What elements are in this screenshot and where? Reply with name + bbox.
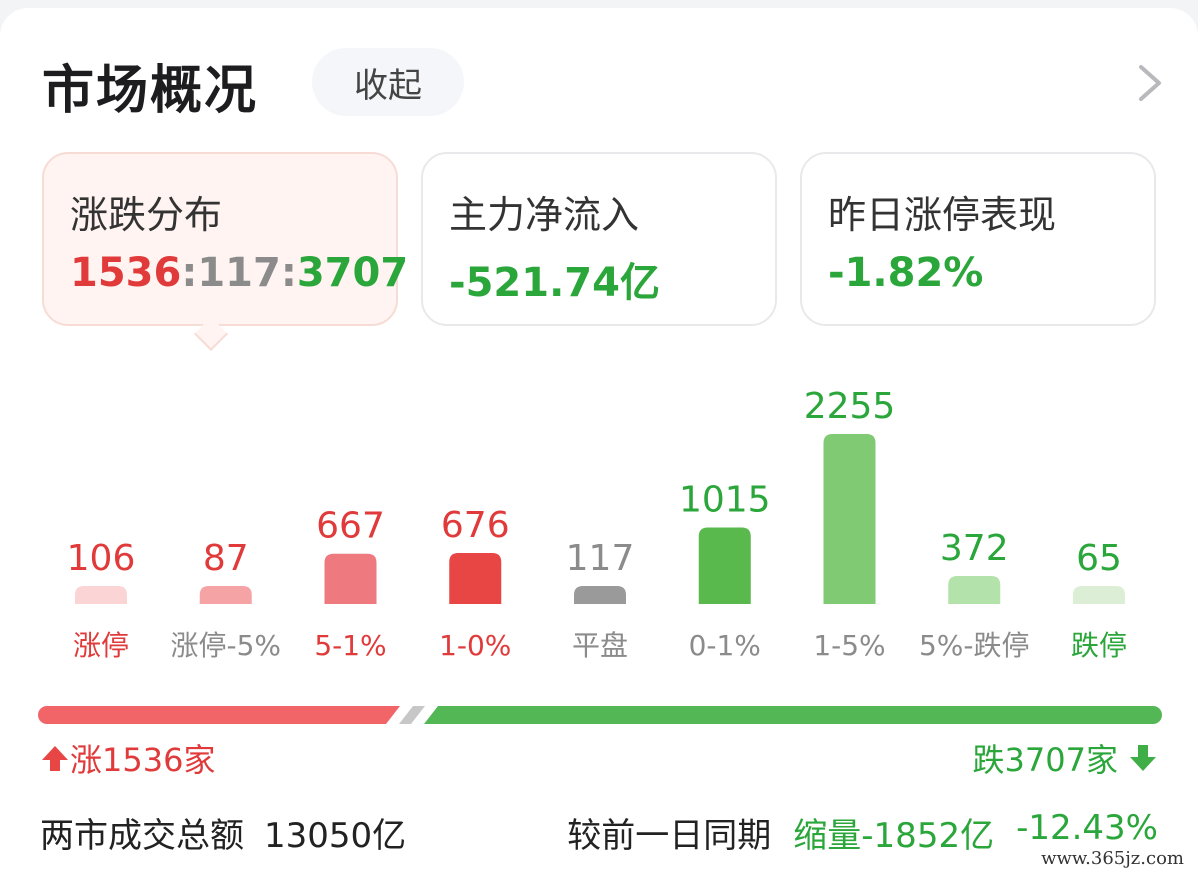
up-down-ratio-bar	[38, 706, 1162, 724]
arrow-down-icon	[1130, 745, 1156, 771]
chevron-right-icon[interactable]	[1133, 63, 1167, 103]
fall-count-label: 跌3707家	[972, 741, 1118, 779]
flat-count: 117	[197, 250, 281, 296]
bar-value-label: 676	[441, 505, 510, 546]
chart-bar	[75, 586, 127, 604]
change-percent: -12.43%	[1016, 808, 1158, 848]
ratio-flat-segment	[399, 706, 425, 724]
turnover-compare: 较前一日同期 缩量-1852亿 -12.43%	[567, 808, 1158, 857]
turnover-value: 13050亿	[264, 816, 407, 856]
main-flow-label: 主力净流入	[449, 193, 640, 237]
bar-category-label: 平盘	[572, 629, 628, 662]
ratio-down-segment	[424, 706, 1162, 724]
rise-count-label: 涨1536家	[70, 741, 216, 779]
bar-category-label: 0-1%	[689, 629, 761, 662]
watermark: www.365jz.com	[1041, 848, 1184, 869]
turnover-summary: 两市成交总额 13050亿	[40, 808, 406, 857]
chart-bar	[449, 553, 502, 604]
bar-value-label: 117	[566, 538, 635, 579]
bar-category-label: 1-0%	[439, 629, 511, 662]
turnover-label: 两市成交总额	[40, 816, 244, 856]
stat-card-yesterday-limit[interactable]: 昨日涨停表现 -1.82%	[800, 152, 1156, 326]
bar-value-label: 667	[316, 506, 385, 547]
bar-value-label: 372	[940, 528, 1009, 569]
up-count: 1536	[70, 250, 182, 296]
bar-category-label: 1-5%	[813, 629, 885, 662]
bar-value-label: 106	[67, 538, 136, 579]
chart-bar	[199, 586, 252, 604]
bar-value-label: 87	[203, 538, 249, 579]
down-count: 3707	[296, 250, 409, 296]
chart-bar	[823, 434, 876, 604]
bar-value-label: 2255	[804, 386, 896, 427]
chart-bar	[574, 586, 626, 604]
page-title: 市场概况	[42, 61, 259, 121]
fall-summary: 跌3707家	[973, 735, 1158, 781]
bar-category-label: 5%-跌停	[919, 629, 1030, 662]
chart-bar	[948, 575, 1001, 604]
bar-value-label: 1015	[679, 479, 771, 520]
bar-category-label: 跌停	[1071, 629, 1127, 662]
bar-category-label: 涨停-5%	[170, 629, 281, 662]
distribution-chart-svg: 106 涨停 87 涨停-5% 667 5-1% 676 1-0% 117 平盘 1015 0-1% 2…	[67, 386, 1127, 662]
arrow-up-icon	[42, 746, 68, 771]
chart-bar	[324, 553, 377, 604]
chart-bar	[698, 527, 751, 604]
yesterday-limit-value: -1.82%	[828, 250, 984, 296]
chart-bar	[1073, 586, 1125, 604]
rise-summary: 涨1536家	[40, 735, 215, 781]
distribution-value: 1536:117:3707	[70, 250, 409, 296]
stat-card-distribution[interactable]: 涨跌分布 1536:117:3707	[42, 152, 408, 326]
compare-label: 较前一日同期	[567, 816, 772, 856]
yesterday-limit-label: 昨日涨停表现	[828, 193, 1057, 237]
bar-category-label: 涨停	[73, 629, 129, 662]
stat-card-main-flow[interactable]: 主力净流入 -521.74亿	[421, 152, 777, 326]
bar-value-label: 65	[1076, 538, 1122, 579]
bar-category-label: 5-1%	[314, 629, 386, 662]
distribution-label: 涨跌分布	[70, 193, 223, 237]
distribution-chart: 106 涨停 87 涨停-5% 667 5-1% 676 1-0% 117 平盘 1015 0-1% 2…	[0, 360, 1198, 670]
change-amount: 缩量-1852亿	[793, 816, 995, 856]
ratio-up-segment	[38, 706, 400, 724]
collapse-button[interactable]: 收起	[312, 48, 464, 116]
main-flow-value: -521.74亿	[449, 260, 660, 306]
